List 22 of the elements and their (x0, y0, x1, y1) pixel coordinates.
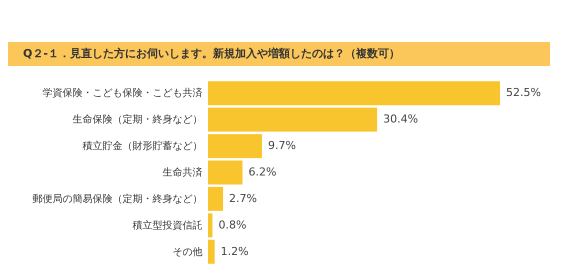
y-tick-label: 積立貯金（財形貯蓄など） (82, 140, 202, 152)
bar (208, 186, 224, 211)
chart-title: Q２-１．見直した方にお伺いします。新規加入や増額したのは？（複数可） (23, 47, 400, 60)
data-label: 9.7% (268, 139, 296, 152)
y-tick-label: 郵便局の簡易保険（定期・終身など） (32, 192, 202, 205)
bar (208, 108, 378, 132)
y-tick-label: 生命保険（定期・終身など） (72, 114, 202, 126)
y-tick-label: 積立型投資信託 (132, 219, 202, 232)
bar (208, 81, 500, 106)
y-tick-label: その他 (172, 246, 202, 258)
bar (208, 160, 242, 184)
bar (208, 240, 215, 264)
data-label: 1.2% (220, 244, 249, 258)
data-label: 0.8% (218, 218, 246, 232)
y-tick-label: 学資保険・こども保険・こども共済 (42, 87, 202, 100)
y-tick-label: 生命共済 (162, 166, 202, 178)
bar (208, 213, 212, 238)
bar (208, 134, 262, 158)
data-label: 2.7% (229, 192, 257, 205)
data-label: 6.2% (248, 166, 276, 178)
data-label: 52.5% (506, 86, 541, 100)
data-label: 30.4% (383, 112, 418, 126)
